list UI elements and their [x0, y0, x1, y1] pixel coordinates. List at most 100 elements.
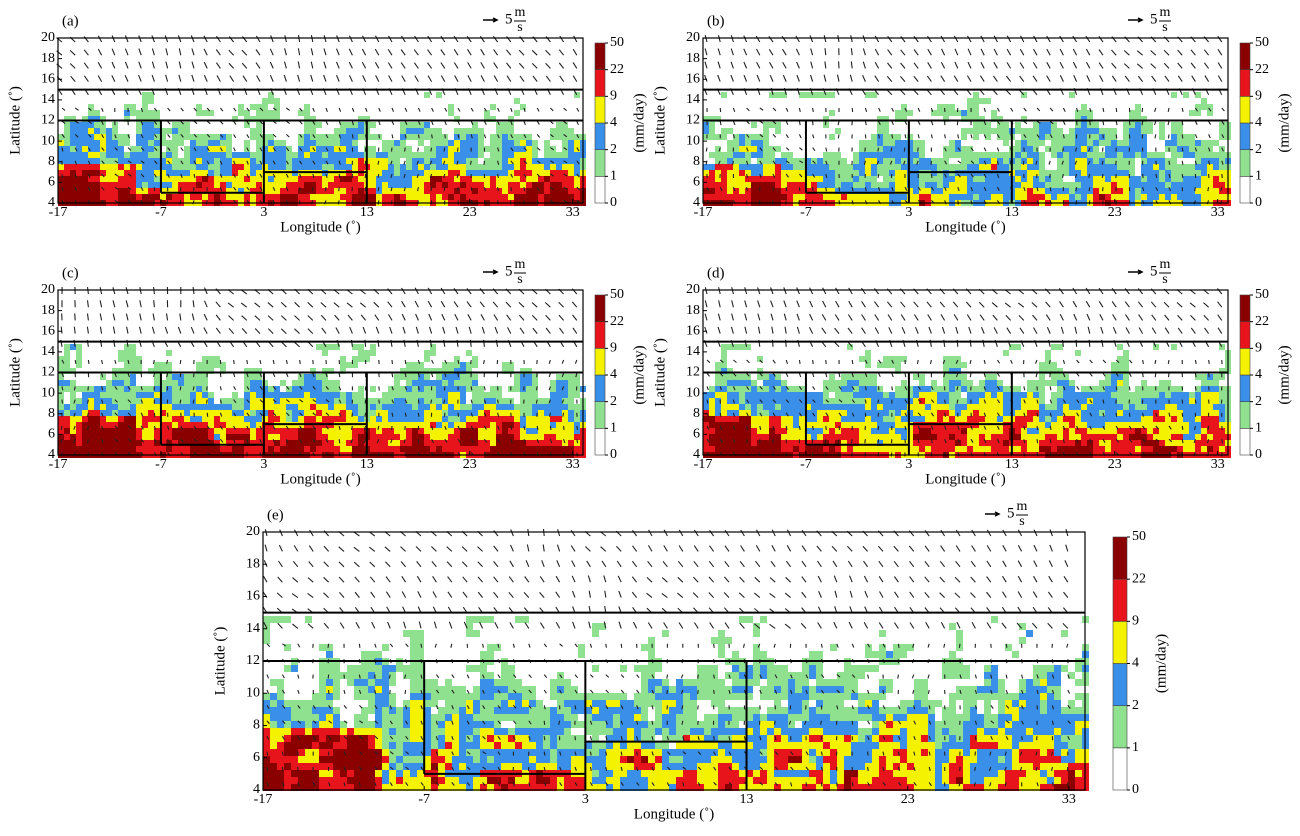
precip-cell: [793, 416, 799, 422]
precip-cell: [727, 368, 733, 374]
precip-cell: [817, 404, 823, 410]
precip-cell: [382, 428, 388, 434]
precip-cell: [304, 398, 310, 404]
precip-cell: [130, 386, 136, 392]
precip-cell: [811, 422, 817, 428]
precip-cell: [460, 188, 466, 194]
precip-cell: [436, 446, 442, 452]
precip-cell: [154, 182, 160, 188]
precip-cell: [100, 416, 106, 422]
precip-cell: [340, 152, 346, 158]
precip-cell: [733, 182, 739, 188]
precip-cell: [1039, 392, 1045, 398]
precip-cell: [514, 410, 520, 416]
precip-cell: [718, 644, 725, 651]
precip-cell: [1135, 440, 1141, 446]
precip-cell: [202, 440, 208, 446]
precip-cell: [70, 152, 76, 158]
precip-cell: [532, 422, 538, 428]
precip-cell: [709, 434, 715, 440]
precip-cell: [562, 410, 568, 416]
precip-cell: [484, 182, 490, 188]
precip-cell: [328, 398, 334, 404]
precip-cell: [334, 380, 340, 386]
precip-cell: [418, 170, 424, 176]
precip-cell: [775, 92, 781, 98]
precip-cell: [703, 446, 709, 452]
precip-cell: [913, 164, 919, 170]
precip-cell: [148, 188, 154, 194]
precip-cell: [997, 122, 1003, 128]
precip-cell: [454, 440, 460, 446]
precip-cell: [1075, 122, 1081, 128]
colorbar-tick-label: 2: [1255, 394, 1262, 409]
precip-cell: [1069, 398, 1075, 404]
precip-cell: [502, 164, 508, 170]
precip-cell: [448, 362, 454, 368]
precip-cell: [1105, 194, 1111, 200]
precip-cell: [166, 140, 172, 146]
precip-cell: [346, 428, 352, 434]
precip-cell: [1213, 440, 1219, 446]
precip-cell: [865, 92, 871, 98]
precip-cell: [1099, 398, 1105, 404]
precip-cell: [484, 434, 490, 440]
precip-cell: [901, 428, 907, 434]
precip-cell: [1081, 140, 1087, 146]
precip-cell: [256, 182, 262, 188]
precip-cell: [358, 116, 364, 122]
precip-cell: [739, 616, 746, 623]
precip-cell: [118, 428, 124, 434]
precip-cell: [1069, 152, 1075, 158]
precip-cell: [805, 434, 811, 440]
precip-cell: [1081, 116, 1087, 122]
precip-cell: [472, 440, 478, 446]
precip-cell: [478, 398, 484, 404]
precip-cell: [1213, 434, 1219, 440]
precip-cell: [1117, 152, 1123, 158]
precip-cell: [1093, 392, 1099, 398]
precip-cell: [1051, 344, 1057, 350]
precip-cell: [58, 356, 64, 362]
precip-cell: [406, 146, 412, 152]
precip-cell: [400, 188, 406, 194]
precip-cell: [436, 386, 442, 392]
precip-cell: [550, 422, 556, 428]
precip-cell: [118, 434, 124, 440]
precip-cell: [1123, 140, 1129, 146]
precip-cell: [130, 188, 136, 194]
precip-cell: [400, 428, 406, 434]
precip-cell: [979, 380, 985, 386]
precip-cell: [148, 434, 154, 440]
precip-cell: [388, 164, 394, 170]
precipitation-field: [263, 616, 1089, 791]
precip-cell: [961, 416, 967, 422]
precip-cell: [1063, 164, 1069, 170]
precip-cell: [316, 386, 322, 392]
precip-cell: [310, 398, 316, 404]
precip-cell: [418, 188, 424, 194]
precip-cell: [1165, 140, 1171, 146]
precip-cell: [895, 398, 901, 404]
precip-cell: [118, 446, 124, 452]
precip-cell: [997, 194, 1003, 200]
x-tick-label: -7: [155, 205, 167, 220]
precip-cell: [352, 416, 358, 422]
precip-cell: [202, 158, 208, 164]
precip-cell: [1099, 128, 1105, 134]
precip-cell: [1189, 392, 1195, 398]
precip-cell: [340, 416, 346, 422]
precip-cell: [178, 170, 184, 176]
precip-cell: [562, 386, 568, 392]
precip-cell: [196, 146, 202, 152]
precip-cell: [226, 152, 232, 158]
precip-cell: [172, 416, 178, 422]
precip-cell: [112, 194, 118, 200]
precip-cell: [286, 410, 292, 416]
precip-cell: [895, 146, 901, 152]
precip-cell: [106, 128, 112, 134]
x-axis-label: Longitude (˚): [280, 219, 360, 235]
precip-cell: [973, 188, 979, 194]
precip-cell: [703, 392, 709, 398]
precip-cell: [1147, 170, 1153, 176]
